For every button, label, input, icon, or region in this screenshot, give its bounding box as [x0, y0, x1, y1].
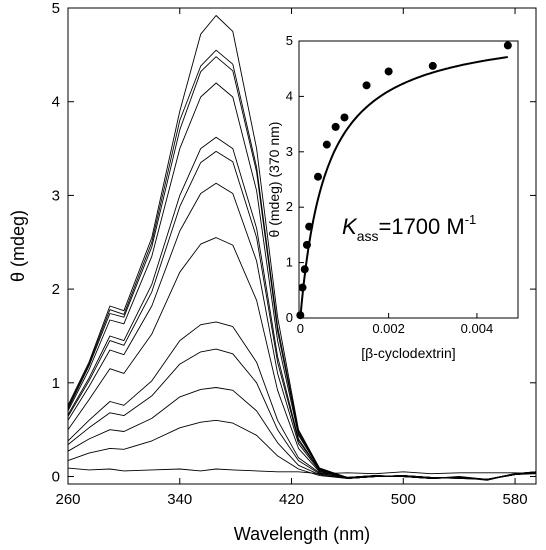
inset-y-axis-label: θ (mdeg) (370 nm)	[266, 122, 282, 238]
x-tick-label: 500	[391, 491, 416, 508]
x-tick-label: 580	[503, 491, 528, 508]
inset-data-point	[313, 172, 322, 181]
inset-data-point	[305, 222, 314, 231]
y-tick-label: 4	[52, 94, 60, 111]
inset-x-tick-label: 0.002	[372, 321, 405, 336]
y-tick-label: 5	[52, 0, 60, 17]
x-tick-label: 260	[55, 491, 80, 508]
y-tick-label: 1	[52, 375, 60, 392]
y-tick-label: 3	[52, 187, 60, 204]
plot-frame	[67, 7, 537, 485]
y-tick-label: 2	[52, 281, 60, 298]
inset-data-point	[298, 283, 307, 292]
inset-data-point	[340, 113, 349, 122]
x-tick-label: 420	[279, 491, 304, 508]
inset-data-point	[302, 240, 311, 249]
inset-x-tick-label: 0.004	[461, 321, 494, 336]
series-line-12	[67, 419, 537, 480]
x-tick-label: 340	[167, 491, 192, 508]
series-line-13	[67, 467, 537, 475]
inset-data-point	[331, 122, 340, 131]
inset-y-tick-label: 2	[286, 199, 293, 214]
inset-data-point	[362, 81, 371, 90]
y-tick-label: 0	[52, 469, 60, 486]
inset-y-tick-label: 5	[286, 33, 293, 48]
inset-data-point	[503, 41, 512, 50]
inset-x-tick-label: 0	[297, 321, 304, 336]
inset-y-tick-label: 0	[286, 310, 293, 325]
inset-annotation: Kass=1700 M-1	[342, 212, 476, 244]
series-line-11	[67, 387, 537, 480]
inset-chart: 0 0.002 0.004 0 1 2 3 4 5 [β-cyclodextrin] θ (mdeg…	[266, 33, 519, 361]
inset-y-tick-label: 4	[286, 88, 293, 103]
inset-data-point	[428, 61, 437, 70]
inset-data-point	[296, 311, 305, 320]
inset-x-axis-label: [β-cyclodextrin]	[361, 345, 455, 361]
inset-data-point	[322, 140, 331, 149]
inset-data-point	[384, 67, 393, 76]
inset-y-tick-label: 3	[286, 144, 293, 159]
x-axis-label: Wavelength (nm)	[234, 524, 370, 544]
inset-fit-curve	[299, 56, 508, 319]
inset-data-point	[300, 265, 309, 274]
y-axis-label: θ (mdeg)	[8, 210, 28, 282]
inset-y-tick-label: 1	[286, 255, 293, 270]
series-line-9	[67, 321, 537, 480]
inset-frame	[298, 40, 519, 319]
